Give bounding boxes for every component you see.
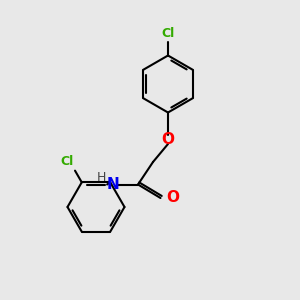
Text: N: N (106, 177, 119, 192)
Text: Cl: Cl (161, 27, 175, 40)
Text: O: O (167, 190, 179, 206)
Text: H: H (96, 171, 106, 184)
Text: O: O (161, 132, 175, 147)
Text: Cl: Cl (60, 155, 74, 168)
